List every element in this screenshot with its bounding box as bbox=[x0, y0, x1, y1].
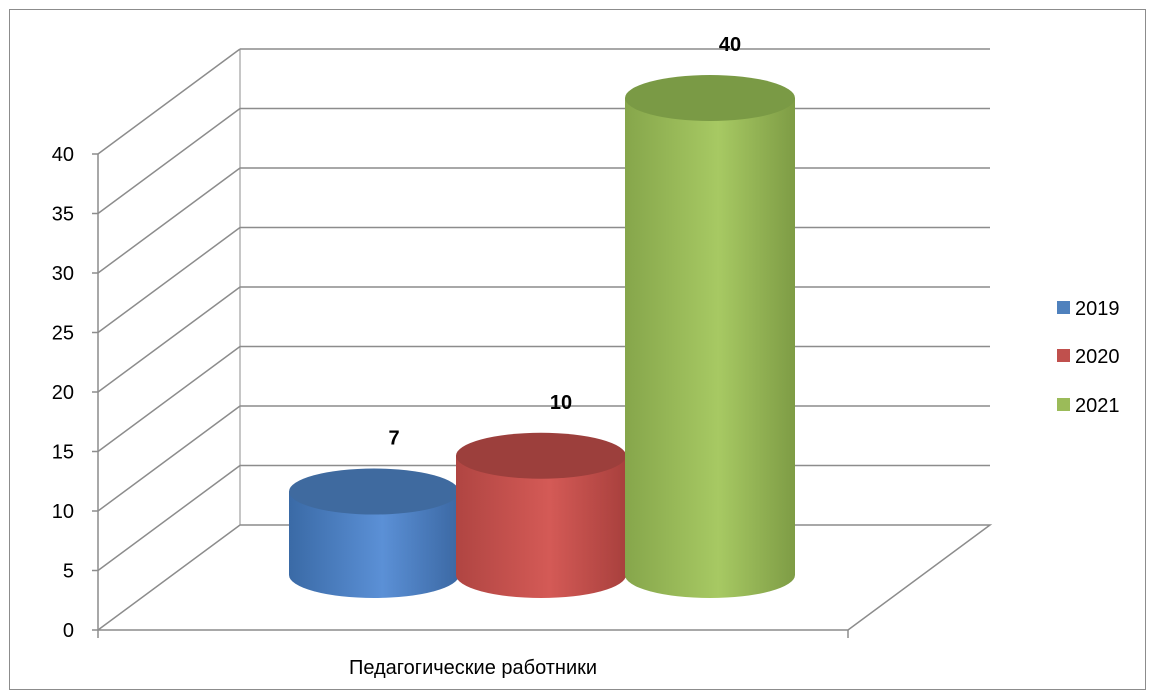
legend-swatch-2019 bbox=[1057, 301, 1070, 314]
bar-body-2019 bbox=[289, 491, 459, 598]
gridline-diagonal bbox=[97, 167, 241, 274]
gridlines bbox=[97, 48, 990, 572]
y-tick-label: 25 bbox=[52, 323, 74, 345]
legend-item-2021: 2021 bbox=[1057, 395, 1120, 417]
y-tick-label: 15 bbox=[52, 442, 74, 464]
data-label-2019: 7 bbox=[388, 428, 399, 450]
bars bbox=[289, 75, 795, 598]
data-label-2020: 10 bbox=[550, 392, 572, 414]
y-tick-label: 35 bbox=[52, 204, 74, 226]
gridline-diagonal bbox=[97, 226, 241, 334]
gridline-diagonal bbox=[97, 48, 241, 155]
gridline-diagonal bbox=[97, 345, 241, 453]
gridline-diagonal bbox=[97, 286, 241, 393]
legend-swatch-2020 bbox=[1057, 349, 1070, 362]
data-label-2021: 40 bbox=[719, 34, 741, 56]
data-labels: 7 10 40 bbox=[388, 34, 741, 450]
gridline-diagonal bbox=[97, 464, 241, 572]
chart-border bbox=[9, 9, 1146, 690]
bar-body-2021 bbox=[625, 98, 795, 598]
bar-top-2020 bbox=[456, 432, 626, 479]
y-tick-label: 10 bbox=[52, 501, 74, 523]
y-axis: 0 5 10 15 20 25 30 35 40 bbox=[52, 144, 98, 642]
gridline-diagonal bbox=[97, 107, 241, 215]
y-tick-label: 5 bbox=[63, 561, 74, 583]
bar-top-2019 bbox=[289, 468, 459, 515]
legend-swatch-2021 bbox=[1057, 398, 1070, 411]
gridline-diagonal bbox=[97, 405, 241, 512]
category-label: Педагогические работники bbox=[349, 657, 597, 679]
legend-item-2019: 2019 bbox=[1057, 298, 1120, 320]
legend-label-2021: 2021 bbox=[1075, 395, 1120, 417]
floor bbox=[97, 524, 993, 631]
bar-2021 bbox=[625, 75, 795, 598]
bar-2019 bbox=[289, 468, 459, 598]
y-tick-label: 40 bbox=[52, 144, 74, 166]
legend: 2019 2020 2021 bbox=[1057, 298, 1120, 417]
y-tick-label: 30 bbox=[52, 263, 74, 285]
bar-top-2021 bbox=[625, 75, 795, 121]
bar-body-2020 bbox=[456, 455, 626, 598]
legend-item-2020: 2020 bbox=[1057, 346, 1120, 368]
y-tick-label: 0 bbox=[63, 620, 74, 642]
legend-label-2020: 2020 bbox=[1075, 346, 1120, 368]
y-tick-label: 20 bbox=[52, 382, 74, 404]
legend-label-2019: 2019 bbox=[1075, 298, 1120, 320]
bar-2020 bbox=[456, 432, 626, 598]
